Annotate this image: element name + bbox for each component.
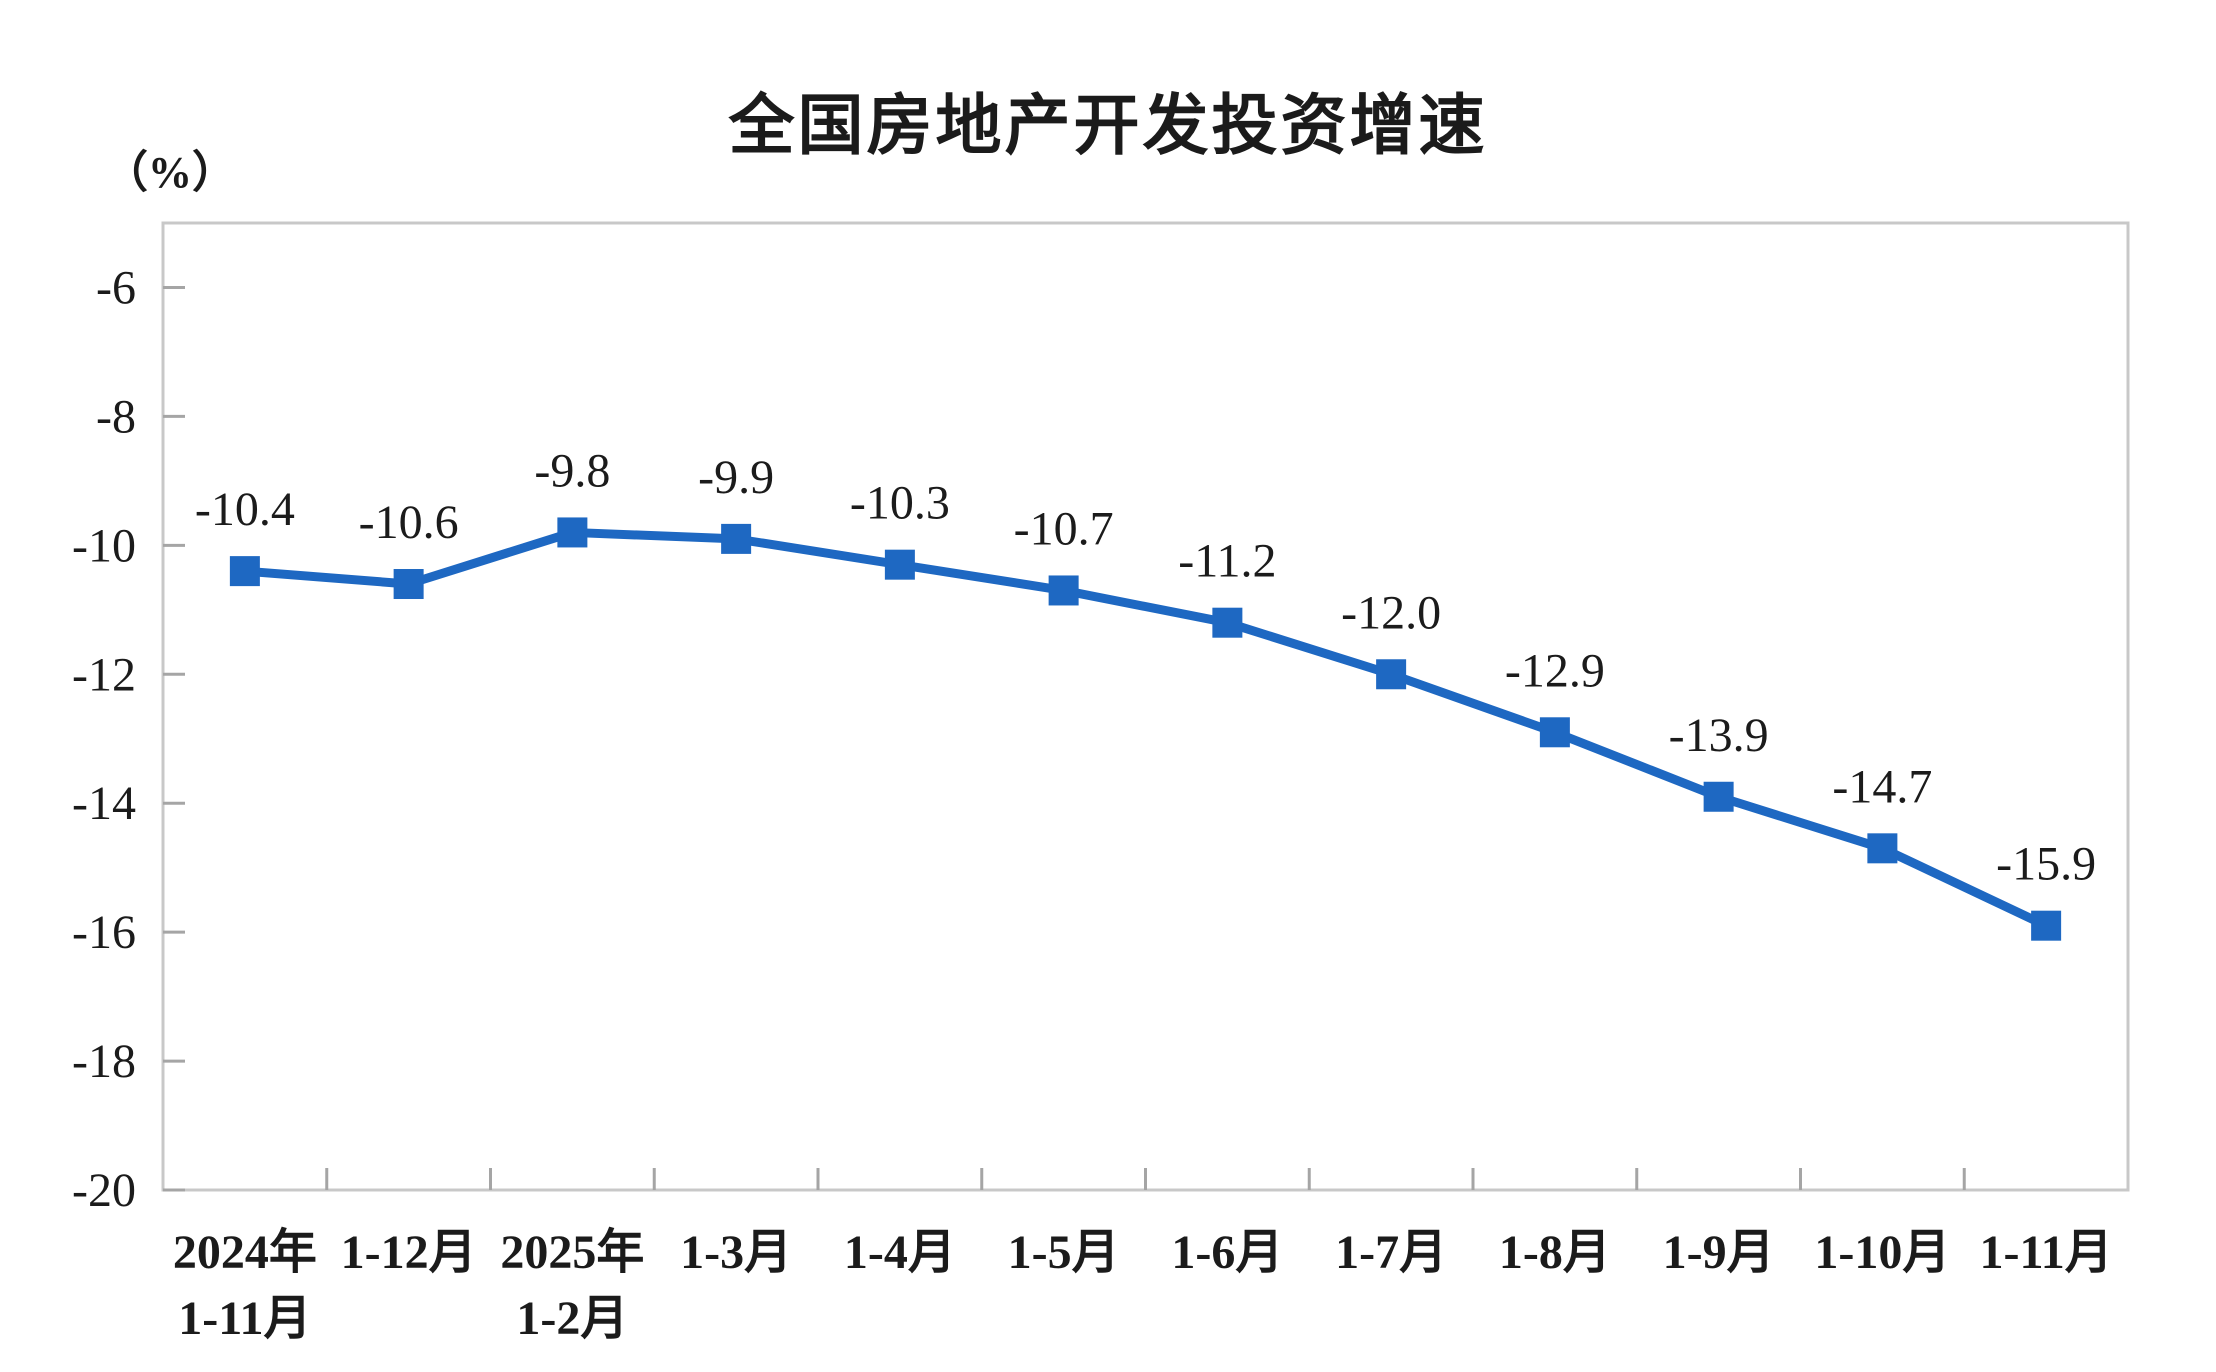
y-axis-tick-label: -20: [72, 1164, 136, 1217]
data-point-label: -10.7: [1014, 502, 1114, 555]
data-point-marker: [721, 523, 752, 554]
x-axis-category-label: 1-7月: [1335, 1226, 1447, 1279]
data-point-marker: [557, 517, 588, 548]
data-point-label: -9.8: [534, 444, 610, 497]
series-line: [240, 527, 2051, 931]
data-point-marker: [1212, 607, 1243, 638]
data-point-marker: [1376, 659, 1407, 690]
x-axis-category-line: 1-3月: [680, 1226, 792, 1279]
x-axis-category-label: 1-5月: [1008, 1226, 1120, 1279]
data-point-label: -10.4: [195, 483, 295, 536]
data-point-marker: [1867, 833, 1898, 864]
x-axis-category-line: 1-6月: [1171, 1226, 1283, 1279]
y-axis-tick-label: -8: [96, 390, 136, 443]
x-axis-category-line: 1-5月: [1008, 1226, 1120, 1279]
data-point-marker: [2031, 910, 2062, 941]
x-axis-category-line: 1-9月: [1663, 1226, 1775, 1279]
x-axis-category-label: 1-10月: [1814, 1226, 1950, 1279]
data-point-marker: [1048, 575, 1079, 606]
data-point-marker: [393, 569, 424, 600]
x-axis-category-line: 1-11月: [1979, 1226, 2112, 1279]
x-axis-category-label: 1-9月: [1663, 1226, 1775, 1279]
data-point-marker: [1539, 717, 1570, 748]
y-axis-tick-label: -14: [72, 777, 136, 830]
y-axis-unit-label: （%）: [104, 148, 236, 197]
x-axis-category-label: 2024年 1-11月: [173, 1226, 317, 1345]
data-point-marker: [229, 556, 260, 587]
x-axis-category-line: 1-8月: [1499, 1226, 1611, 1279]
data-point-label: -14.7: [1832, 760, 1932, 813]
data-point-label: -12.9: [1505, 644, 1605, 697]
x-axis-category-line: 1-4月: [844, 1226, 956, 1279]
data-point-label: -11.2: [1178, 535, 1276, 588]
plot-border: [161, 221, 2130, 1192]
x-axis-category-line: 1-11月: [178, 1292, 311, 1345]
y-axis-tick-label: -18: [72, 1035, 136, 1088]
x-axis-category-line: 1-10月: [1814, 1226, 1950, 1279]
data-point-label: -15.9: [1996, 838, 2096, 891]
x-axis-category-line: 2024年: [173, 1226, 317, 1279]
x-axis-category-line: 1-7月: [1335, 1226, 1447, 1279]
data-point-label: -9.9: [698, 451, 774, 504]
x-axis-category-label: 1-4月: [844, 1226, 956, 1279]
x-axis-category-label: 1-6月: [1171, 1226, 1283, 1279]
y-axis-tick-label: -10: [72, 519, 136, 572]
data-point-marker: [1703, 781, 1734, 812]
y-axis-tick-label: -16: [72, 906, 136, 959]
x-axis-category-label: 2025年 1-2月: [500, 1226, 644, 1345]
data-point-label: -12.0: [1341, 586, 1441, 639]
x-axis-category-line: 1-12月: [341, 1226, 477, 1279]
chart-title: 全国房地产开发投资增速: [728, 88, 1488, 162]
y-axis-tick-label: -6: [96, 261, 136, 314]
data-point-label: -10.3: [850, 477, 950, 530]
x-axis-category-line: 1-2月: [516, 1292, 628, 1345]
x-axis-category-label: 1-12月: [341, 1226, 477, 1279]
data-point-label: -10.6: [359, 496, 459, 549]
x-axis-category-line: 2025年: [500, 1226, 644, 1279]
y-axis-tick-label: -12: [72, 648, 136, 701]
x-axis-category-label: 1-8月: [1499, 1226, 1611, 1279]
x-axis-category-label: 1-3月: [680, 1226, 792, 1279]
data-point-marker: [884, 549, 915, 580]
x-axis-category-label: 1-11月: [1979, 1226, 2112, 1279]
data-point-label: -13.9: [1669, 709, 1769, 762]
